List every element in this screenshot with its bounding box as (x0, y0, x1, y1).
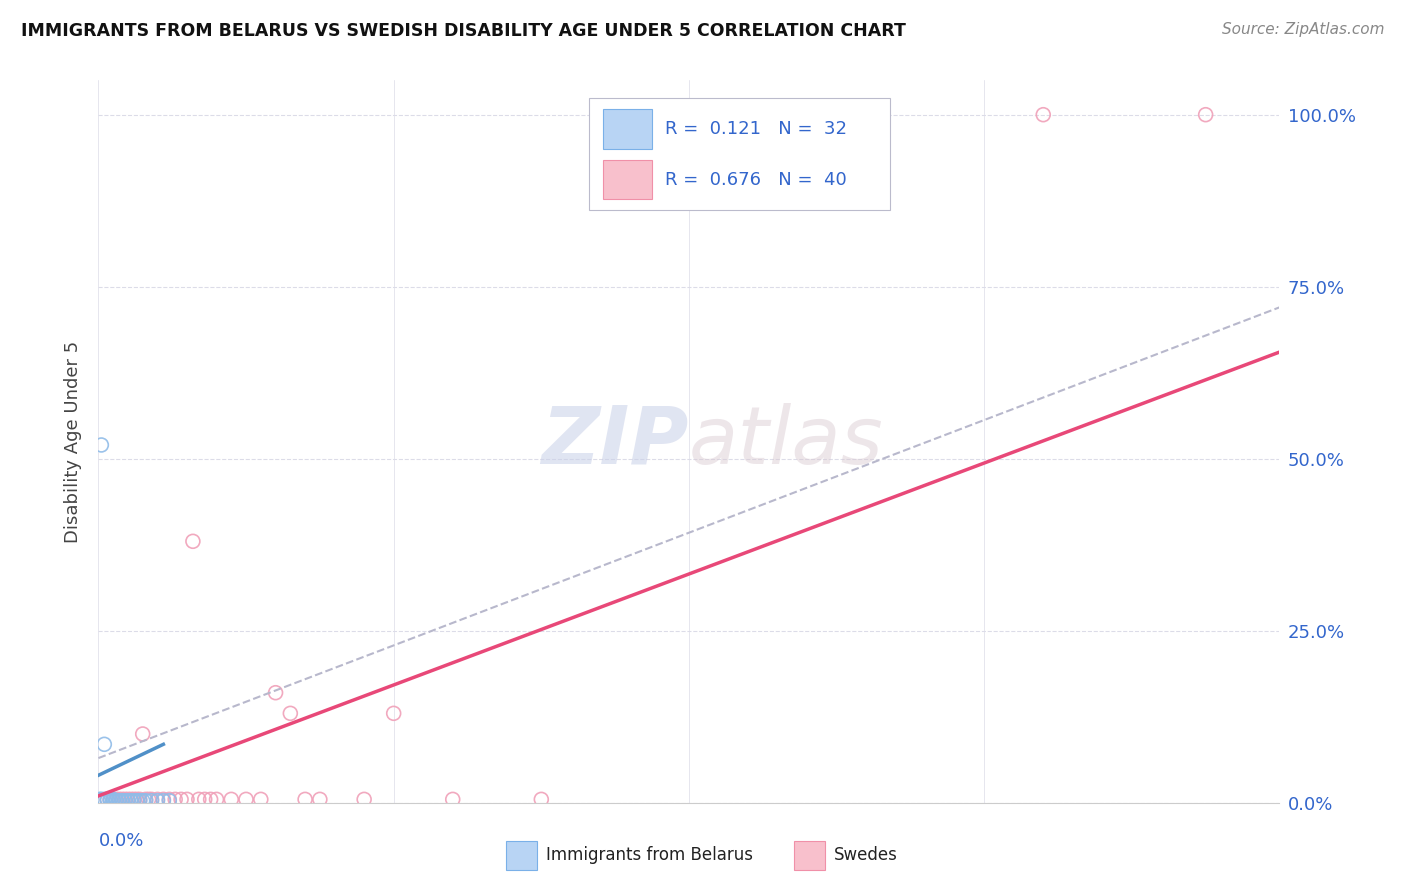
Point (146, 792, 169, 806)
Point (250, 792, 273, 806)
FancyBboxPatch shape (603, 160, 652, 200)
Point (96, 794, 118, 808)
Point (157, 794, 180, 808)
Text: R =  0.676   N =  40: R = 0.676 N = 40 (665, 170, 846, 188)
Point (111, 792, 134, 806)
Point (90, 794, 112, 808)
Point (103, 792, 125, 806)
Point (264, 686, 287, 700)
Text: Source: ZipAtlas.com: Source: ZipAtlas.com (1222, 22, 1385, 37)
Point (90, 438, 112, 452)
Point (117, 794, 139, 808)
Point (138, 792, 160, 806)
Point (280, 706, 302, 721)
Point (89, 792, 111, 806)
Point (96, 792, 118, 806)
Point (98, 794, 121, 808)
Point (141, 794, 163, 808)
Point (530, 792, 553, 806)
Point (114, 794, 136, 808)
Point (108, 794, 131, 808)
Point (128, 794, 150, 808)
Point (98, 792, 121, 806)
Point (294, 792, 316, 806)
Point (120, 792, 142, 806)
Point (200, 792, 222, 806)
Point (96, 792, 118, 806)
Point (120, 794, 142, 808)
Point (108, 792, 131, 806)
Point (353, 792, 375, 806)
Point (108, 794, 131, 808)
Point (187, 792, 209, 806)
Point (194, 792, 217, 806)
Text: IMMIGRANTS FROM BELARUS VS SWEDISH DISABILITY AGE UNDER 5 CORRELATION CHART: IMMIGRANTS FROM BELARUS VS SWEDISH DISAB… (21, 22, 905, 40)
Point (117, 792, 139, 806)
Y-axis label: Disability Age Under 5: Disability Age Under 5 (65, 341, 83, 542)
Point (98, 792, 121, 806)
Point (235, 792, 257, 806)
Point (114, 792, 136, 806)
Text: Swedes: Swedes (834, 847, 897, 864)
Point (135, 794, 157, 808)
Point (125, 792, 148, 806)
Point (157, 792, 180, 806)
Point (309, 792, 332, 806)
Point (122, 794, 145, 808)
Point (146, 794, 169, 808)
Point (103, 792, 125, 806)
Text: 0.0%: 0.0% (98, 831, 143, 850)
Point (221, 792, 243, 806)
Point (93, 794, 115, 808)
Point (165, 792, 187, 806)
Point (125, 794, 148, 808)
Text: R =  0.121   N =  32: R = 0.121 N = 32 (665, 120, 848, 138)
Point (205, 792, 228, 806)
Point (93, 792, 115, 806)
Text: ZIP: ZIP (541, 402, 689, 481)
Point (141, 792, 163, 806)
Point (441, 792, 464, 806)
Point (103, 794, 125, 808)
FancyBboxPatch shape (603, 109, 652, 149)
Point (1032, 108, 1054, 122)
Point (170, 792, 193, 806)
Point (105, 794, 128, 808)
Point (152, 794, 174, 808)
Point (176, 792, 198, 806)
Point (90, 792, 112, 806)
FancyBboxPatch shape (589, 98, 890, 211)
Point (152, 792, 174, 806)
Point (382, 706, 405, 721)
Point (132, 727, 155, 741)
Point (132, 794, 155, 808)
Point (87, 794, 110, 808)
Point (135, 792, 157, 806)
Point (105, 792, 128, 806)
Text: Immigrants from Belarus: Immigrants from Belarus (546, 847, 752, 864)
Text: atlas: atlas (689, 402, 884, 481)
Point (1195, 108, 1218, 122)
Point (122, 792, 145, 806)
Point (111, 794, 134, 808)
Point (111, 794, 134, 808)
Point (128, 792, 150, 806)
Point (105, 794, 128, 808)
Point (181, 534, 204, 549)
Point (93, 737, 115, 751)
